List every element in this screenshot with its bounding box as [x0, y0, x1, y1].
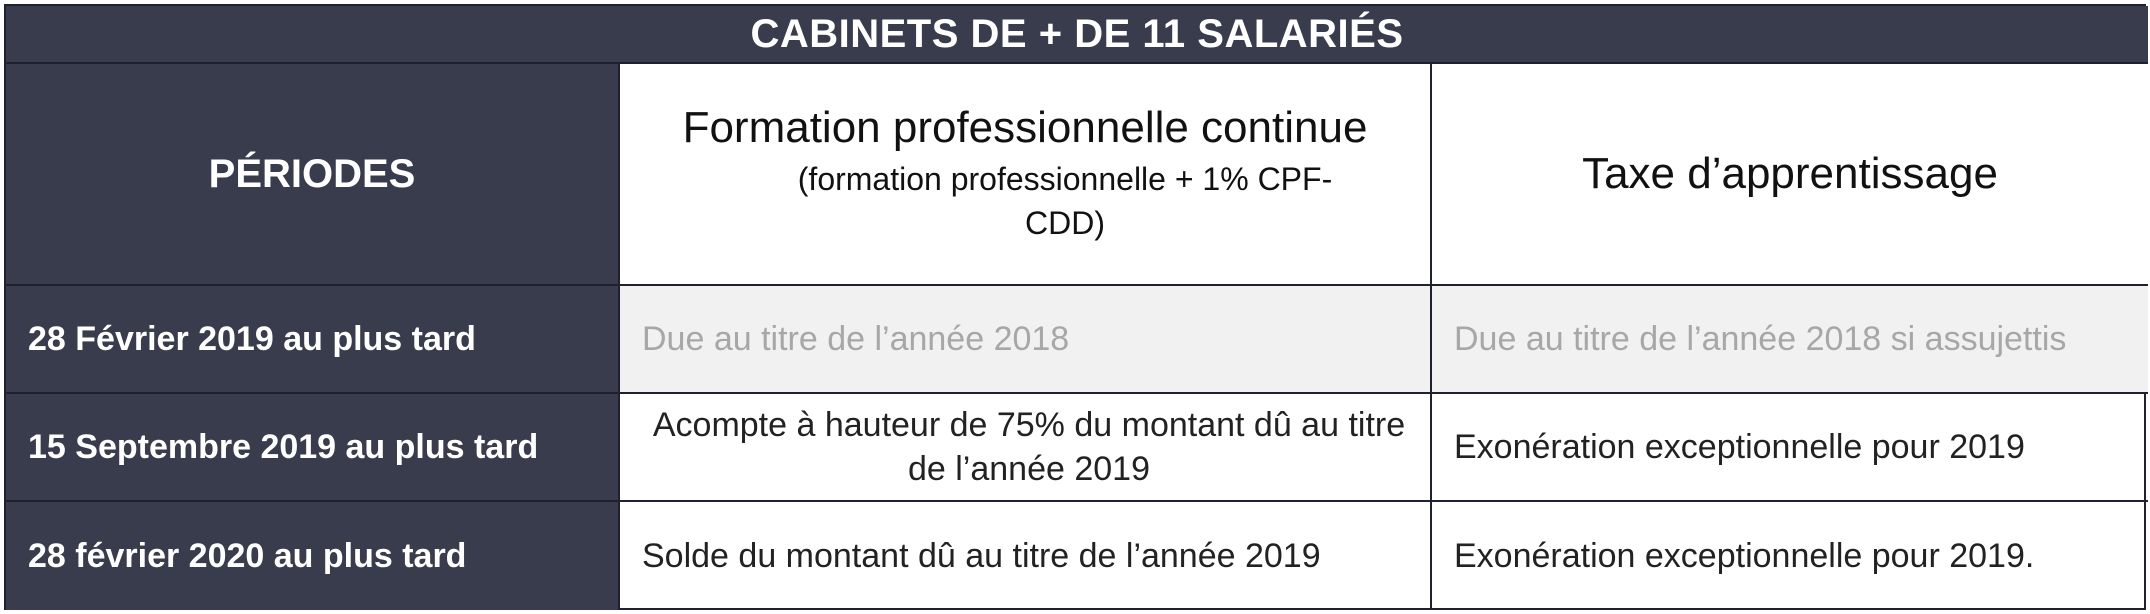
taxe-cell: Due au titre de l’année 2018 si assujett…	[1432, 286, 2148, 394]
table-title: CABINETS DE + DE 11 SALARIÉS	[6, 6, 2148, 64]
period-cell: 15 Septembre 2019 au plus tard	[6, 394, 620, 502]
formation-header-title: Formation professionnelle continue	[682, 103, 1368, 152]
taxe-header-title: Taxe d’apprentissage	[1582, 149, 1998, 198]
period-cell: 28 Février 2019 au plus tard	[6, 286, 620, 394]
cabinets-table: CABINETS DE + DE 11 SALARIÉS PÉRIODES Fo…	[4, 4, 2148, 610]
formation-cell: Solde du montant dû au titre de l’année …	[620, 502, 1432, 610]
taxe-cell: Exonération exceptionnelle pour 2019.	[1454, 536, 2035, 575]
period-cell: 28 février 2020 au plus tard	[6, 502, 620, 610]
taxe-cell: Exonération exceptionnelle pour 2019	[1432, 394, 2148, 502]
periodes-header: PÉRIODES	[6, 64, 620, 286]
formation-cell: Acompte à hauteur de 75% du montant dû a…	[620, 394, 1432, 502]
taxe-header: Taxe d’apprentissage	[1432, 64, 2148, 286]
formation-header-subtitle: (formation professionnelle + 1% CPF-CDD)	[797, 161, 1333, 241]
formation-header: Formation professionnelle continue (form…	[620, 64, 1432, 286]
formation-cell: Due au titre de l’année 2018	[620, 286, 1432, 394]
